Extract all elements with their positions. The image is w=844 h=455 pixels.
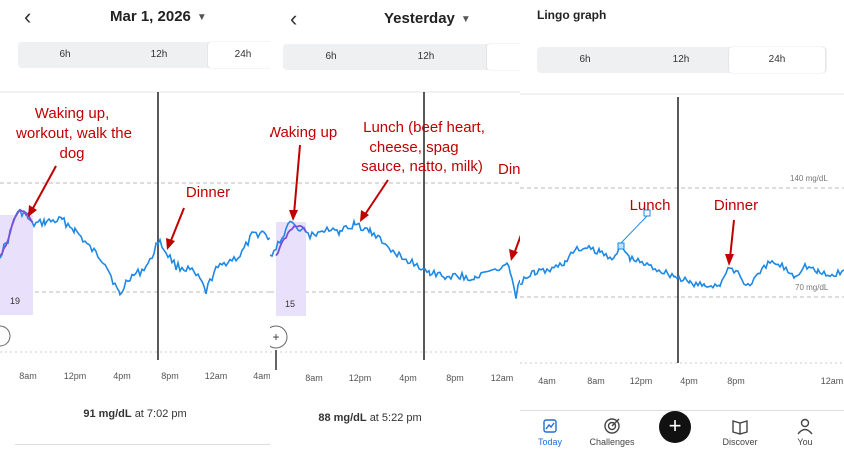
x-tick: 4am (253, 371, 270, 381)
x-tick: 4pm (113, 371, 131, 381)
reading-value: 88 mg/dL (318, 412, 367, 424)
highlight-count: 15 (285, 299, 295, 309)
chevron-down-icon: ▼ (196, 11, 207, 23)
glucose-chart: 19 8am 12pm 4pm 8pm 12am 4am Waking up, … (0, 91, 270, 381)
high-range-label: 140 mg/dL (790, 174, 828, 183)
bottom-nav: Today Challenges + Discover You (520, 410, 844, 455)
x-tick: 8am (305, 373, 323, 383)
zoom-control[interactable] (270, 325, 288, 349)
tab-24h[interactable]: 24h (208, 42, 270, 68)
target-icon (604, 418, 620, 434)
tab-12h[interactable]: 12h (672, 54, 690, 65)
tab-24h[interactable]: 24h (729, 47, 825, 73)
reading-time: at 7:02 pm (134, 408, 187, 420)
x-tick: 4pm (399, 373, 417, 383)
annotation-lunch: Lunch (630, 197, 671, 214)
x-tick: 8am (587, 376, 605, 386)
selected-point-marker (617, 242, 625, 250)
x-tick: 8am (19, 371, 37, 381)
nav-label: You (797, 437, 813, 447)
glucose-line (270, 218, 520, 299)
reading-time: at 5:22 pm (369, 412, 422, 424)
annotation-lunch: cheese, spag (369, 139, 458, 156)
back-arrow-icon[interactable]: ‹ (290, 6, 298, 31)
annotation-dinner: Dinner (714, 197, 758, 214)
range-tabs: 6h 12h 24h (18, 42, 270, 68)
x-tick: 12pm (349, 373, 372, 383)
range-tabs: 6h 12h 24h (283, 44, 520, 70)
annotation-waking: dog (59, 145, 84, 162)
glucose-line (520, 244, 844, 289)
date-selector[interactable]: Yesterday ▼ (384, 10, 471, 27)
nav-discover[interactable]: Discover (710, 417, 770, 447)
date-selector[interactable]: Mar 1, 2026 ▼ (110, 8, 207, 25)
highlight-count: 19 (10, 296, 20, 306)
x-tick: 12pm (64, 371, 87, 381)
current-reading: 91 mg/dL at 7:02 pm (0, 408, 270, 420)
person-icon (797, 418, 813, 435)
glucose-line (0, 208, 270, 297)
x-tick: 8pm (727, 376, 745, 386)
callout-handle (643, 209, 651, 217)
x-tick: 4pm (680, 376, 698, 386)
x-tick: 12am (821, 376, 844, 386)
tab-6h[interactable]: 6h (325, 51, 337, 62)
tab-24h[interactable]: 24h (487, 44, 520, 70)
nav-today[interactable]: Today (520, 417, 580, 447)
annotation-dinner: Dinner (186, 184, 230, 201)
zoom-control[interactable] (0, 325, 11, 347)
x-tick: 12am (205, 371, 228, 381)
x-tick: 12pm (630, 376, 653, 386)
low-range-label: 70 mg/dL (795, 283, 829, 292)
range-tabs: 6h 12h 24h (537, 47, 827, 73)
tab-6h[interactable]: 6h (579, 54, 591, 65)
glucose-panel-yesterday: ‹ Yesterday▼ 6h 12h 24h 15 + 8am 12pm 4p (270, 0, 520, 455)
back-arrow-icon[interactable]: ‹ (24, 4, 32, 29)
chart-icon (543, 419, 557, 433)
tab-12h[interactable]: 12h (417, 51, 435, 62)
highlight-area (0, 215, 33, 315)
book-icon (732, 420, 748, 435)
glucose-chart: 140 mg/dL 70 mg/dL 4am 8am 12pm 4pm 8pm … (520, 93, 844, 386)
lingo-graph-panel: Lingo graph 6h 12h 24h 140 mg/dL 70 mg/d… (520, 0, 844, 455)
annotation-waking: workout, walk the (15, 125, 132, 142)
nav-label: Today (537, 437, 563, 447)
page-title: Lingo graph (537, 8, 607, 22)
annotation-dinner: Dinner after I got (498, 161, 520, 178)
x-tick: 4am (538, 376, 556, 386)
tab-12h[interactable]: 12h (150, 49, 168, 60)
glucose-panel-mar1: ‹ Mar 1, 2026 ▼ 6h 12h 24h 19 8am 12pm 4p… (0, 0, 270, 455)
nav-label: Discover (722, 437, 758, 447)
current-reading: 88 mg/dL at 5:22 pm (270, 412, 520, 424)
page-title: Yesterday (384, 10, 455, 27)
plus-icon: + (272, 330, 279, 344)
nav-you[interactable]: You (775, 417, 835, 447)
nav-label: Challenges (589, 437, 635, 447)
highlight-area (276, 222, 306, 316)
panel-header: ‹ Mar 1, 2026 ▼ (0, 0, 270, 36)
x-tick: 8pm (446, 373, 464, 383)
annotation-waking: Waking up (270, 124, 337, 141)
annotation-waking: Waking up, (35, 105, 109, 122)
nav-challenges[interactable]: Challenges (582, 417, 642, 447)
tab-6h[interactable]: 6h (59, 49, 71, 60)
x-tick: 12am (491, 373, 514, 383)
highlight-line (275, 224, 307, 257)
annotation-lunch: sauce, natto, milk) (361, 158, 483, 175)
add-button[interactable]: + (659, 411, 691, 443)
divider (15, 444, 270, 445)
glucose-chart: 15 + 8am 12pm 4pm 8pm 12am Waking up Lun… (270, 91, 520, 383)
chevron-down-icon: ▼ (460, 13, 471, 25)
annotation-lunch: Lunch (beef heart, (363, 119, 485, 136)
x-tick: 8pm (161, 371, 179, 381)
panel-header: ‹ Yesterday ▼ (270, 0, 520, 36)
plus-icon: + (668, 413, 682, 438)
reading-value: 91 mg/dL (83, 408, 132, 420)
page-title: Mar 1, 2026 (110, 8, 191, 25)
